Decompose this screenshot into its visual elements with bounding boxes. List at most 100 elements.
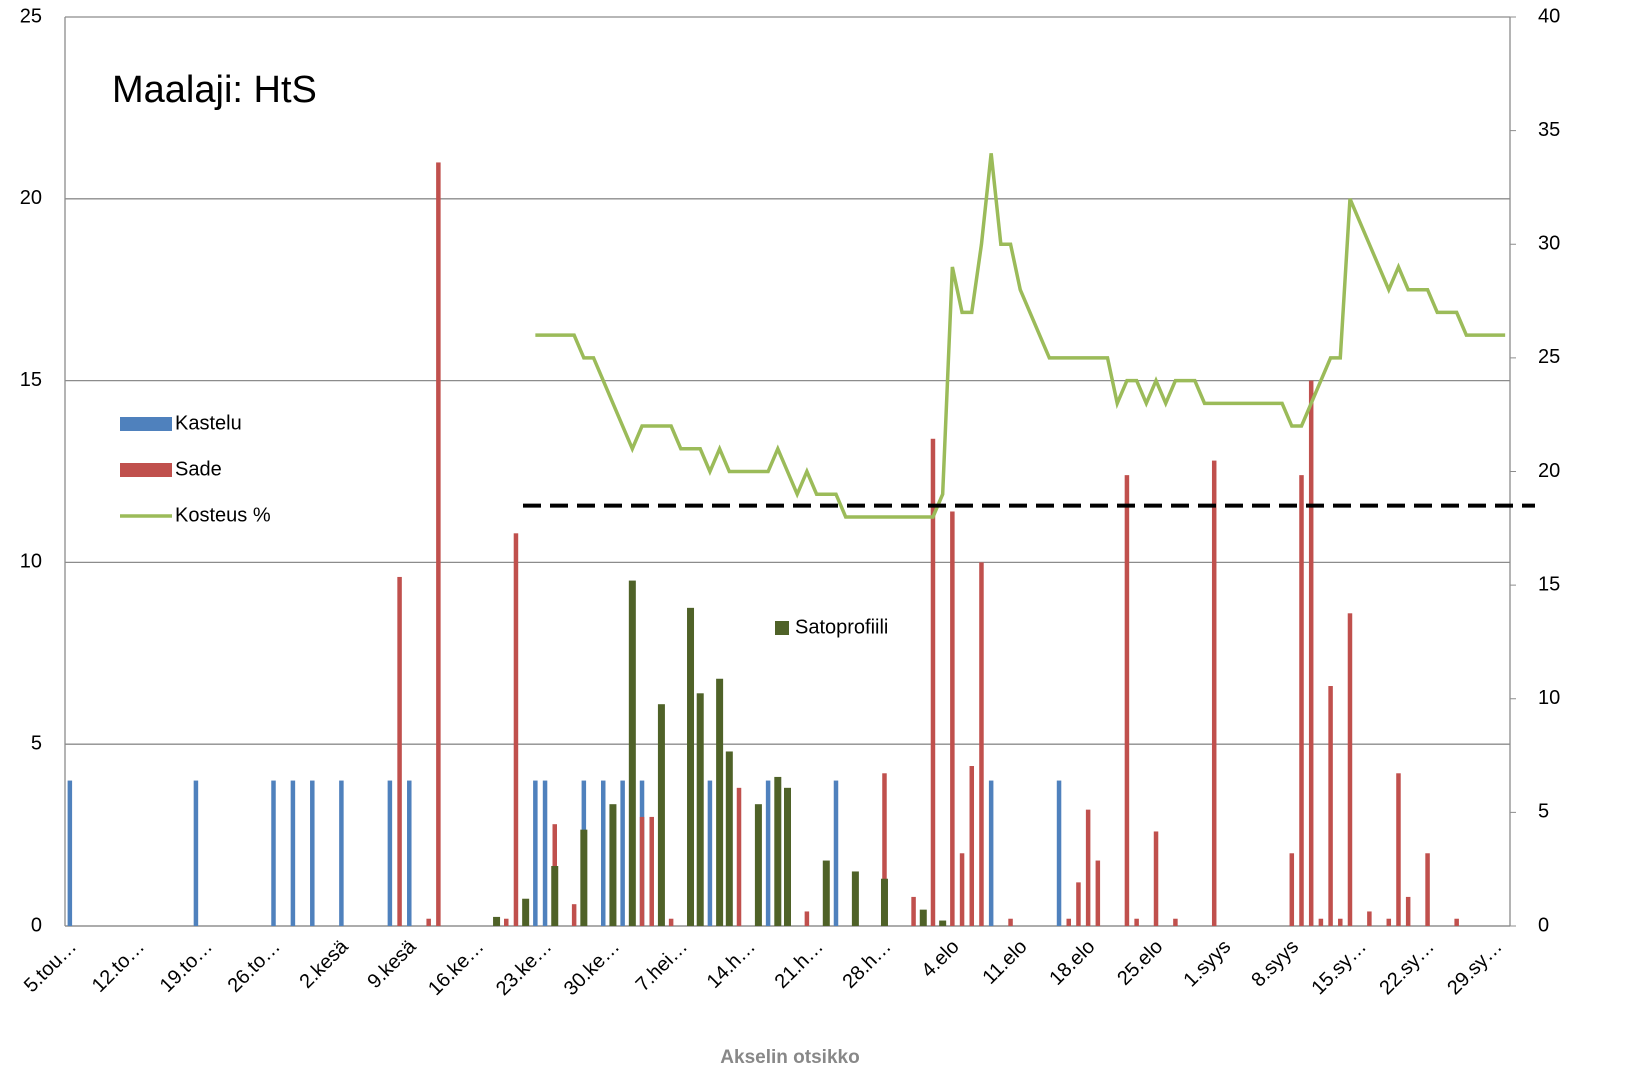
bar [551,866,559,926]
bar [1085,809,1091,926]
bar [1367,911,1372,926]
bar [774,776,782,926]
bar [754,804,762,926]
bar [1299,475,1304,926]
bar [620,780,625,926]
x-tick-label: 7.hei… [632,936,692,996]
bar [687,607,695,926]
y-tick-label: 0 [31,914,42,936]
y2-tick-label: 25 [1538,346,1560,368]
x-axis-title: Akselin otsikko [720,1047,859,1068]
bar [542,780,548,926]
legend-label: Kosteus % [175,504,271,526]
bar [1056,780,1062,926]
bar [1211,460,1217,926]
x-tick-label: 16.ke… [424,936,488,1000]
bar [639,816,645,926]
bar [1396,773,1401,926]
bar [919,909,927,926]
bar [804,911,810,926]
bar [1338,918,1343,926]
bar [716,678,724,926]
bar [950,511,955,926]
bar [765,780,771,926]
bar [969,766,975,926]
bar [1347,613,1353,926]
bar [1328,686,1333,926]
y-tick-label: 15 [20,369,42,391]
bar [193,780,199,926]
x-tick-label: 18.elo [1045,936,1099,990]
bar [725,751,733,926]
chart-title: Maalaji: HtS [112,69,317,111]
bar [271,780,276,926]
x-tick-label: 4.elo [917,936,963,982]
legend-label: Kastelu [175,412,242,434]
x-tick-label: 30.ke… [560,936,624,1000]
x-tick-label: 8.syys [1247,936,1303,992]
bar [882,773,887,926]
y-tick-label: 20 [20,187,42,209]
x-tick-label: 15.sy… [1307,936,1371,1000]
bar [822,860,830,926]
x-tick-label: 23.ke… [492,936,556,1000]
legend-swatch [775,621,789,635]
bar [310,780,315,926]
bar [1454,918,1459,926]
x-tick-label: 25.elo [1113,936,1167,990]
bar [1124,475,1130,926]
bar [988,780,994,926]
bar [851,871,859,926]
bar [657,704,665,926]
y2-tick-label: 20 [1538,460,1560,482]
bar [571,904,577,926]
bar [513,533,519,926]
bar [784,787,791,926]
bar [939,920,947,926]
bar [387,780,393,926]
y-tick-label: 5 [31,732,42,754]
bar [649,816,654,926]
bar [67,780,73,926]
x-tick-label: 14.h… [703,936,760,993]
x-tick-label: 21.h… [771,936,828,993]
y2-tick-label: 10 [1538,687,1560,709]
x-tick-label: 19.to… [156,936,217,997]
bar [522,898,530,926]
y-tick-label: 25 [20,5,42,27]
bar [493,916,501,926]
bar [736,787,742,926]
bar [880,878,888,926]
x-tick-label: 9.kesä [363,935,421,993]
bar [1386,918,1392,926]
bar [959,853,965,926]
bar [1308,380,1314,927]
y2-tick-label: 5 [1538,801,1549,823]
bar [1008,918,1013,926]
bar [397,576,402,926]
bar [628,580,636,926]
bar [930,438,936,926]
bar [1289,853,1295,926]
legend-label: Sade [175,458,222,480]
bar [600,780,606,926]
x-tick-label: 29.sy… [1443,936,1507,1000]
x-tick-label: 2.kesä [295,935,353,993]
bar [609,804,617,926]
bar [1405,896,1411,926]
legend-swatch [120,417,172,431]
y-tick-label: 10 [20,551,42,573]
x-tick-label: 28.h… [839,936,896,993]
bar [911,896,916,926]
bar [1134,918,1139,926]
y2-tick-label: 30 [1538,233,1560,255]
bar [426,918,431,926]
bar [436,162,441,926]
x-tick-label: 12.to… [88,936,149,997]
bar [1066,918,1071,926]
bar [1095,860,1101,926]
bar [668,918,674,926]
bar [707,780,713,926]
bar [1076,882,1081,926]
bar [1318,918,1324,926]
